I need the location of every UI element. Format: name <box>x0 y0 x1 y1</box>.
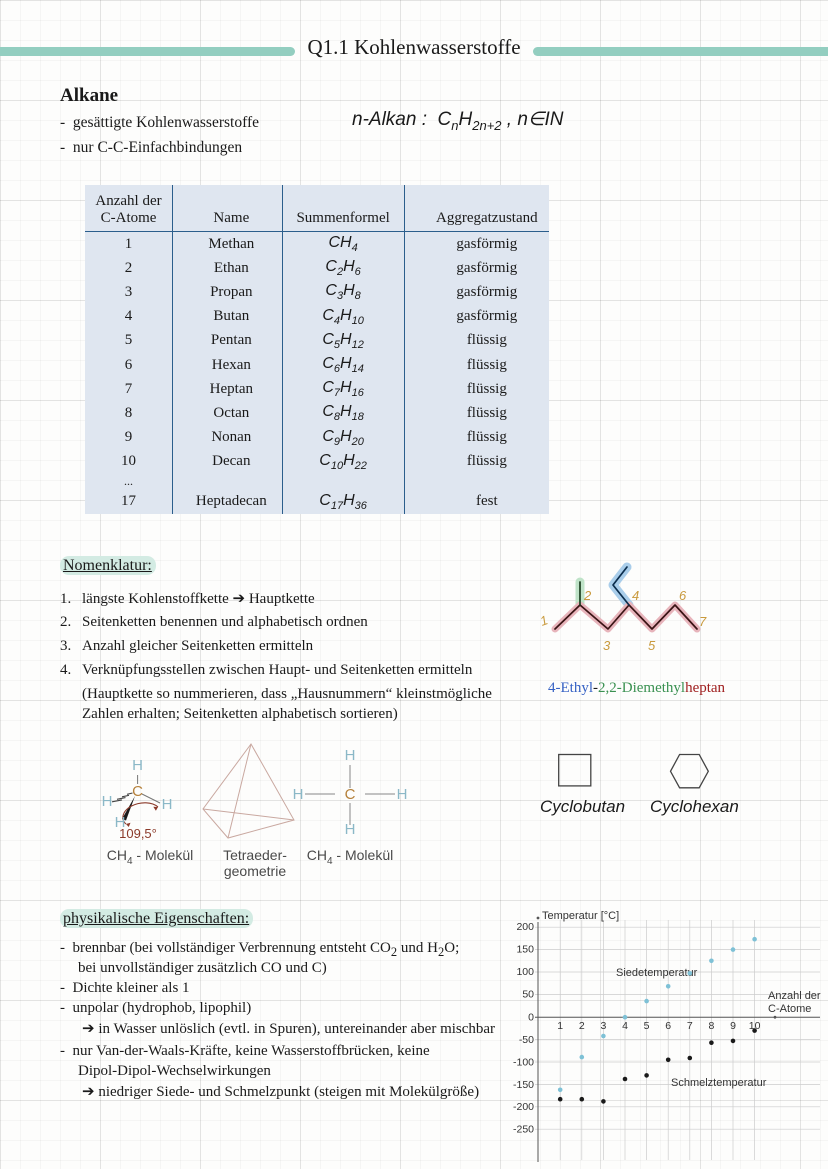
svg-text:1: 1 <box>557 1020 563 1032</box>
svg-text:H: H <box>397 786 408 803</box>
svg-text:7: 7 <box>687 1020 693 1032</box>
svg-text:-50: -50 <box>519 1034 534 1046</box>
svg-text:9: 9 <box>730 1020 736 1032</box>
svg-text:H: H <box>102 793 113 810</box>
svg-text:-150: -150 <box>513 1079 534 1091</box>
svg-text:H: H <box>132 757 143 774</box>
svg-text:H: H <box>345 821 356 838</box>
svg-text:5: 5 <box>648 638 656 653</box>
svg-text:8: 8 <box>708 1020 714 1032</box>
svg-text:Temperatur [°C]: Temperatur [°C] <box>542 910 619 922</box>
svg-text:100: 100 <box>516 966 534 978</box>
svg-text:C-Atome: C-Atome <box>768 1003 811 1015</box>
svg-text:2: 2 <box>579 1020 585 1032</box>
svg-text:4: 4 <box>632 588 639 603</box>
svg-text:Schmelztemperatur: Schmelztemperatur <box>671 1077 767 1089</box>
svg-text:5: 5 <box>644 1020 650 1032</box>
svg-text:3: 3 <box>603 638 611 653</box>
svg-text:H: H <box>345 747 356 764</box>
svg-text:6: 6 <box>679 588 687 603</box>
svg-text:-100: -100 <box>513 1057 534 1069</box>
svg-text:0: 0 <box>528 1012 534 1024</box>
svg-text:H: H <box>162 796 173 813</box>
svg-text:7: 7 <box>699 614 707 629</box>
svg-text:Siedetemperatur: Siedetemperatur <box>616 967 698 979</box>
svg-text:1: 1 <box>540 612 550 629</box>
svg-text:Anzahl der: Anzahl der <box>768 990 821 1002</box>
svg-text:C: C <box>132 783 143 800</box>
svg-text:2: 2 <box>583 588 592 603</box>
svg-text:150: 150 <box>516 944 534 956</box>
svg-text:-250: -250 <box>513 1124 534 1136</box>
svg-text:50: 50 <box>522 989 534 1001</box>
svg-text:3: 3 <box>600 1020 606 1032</box>
svg-text:109,5°: 109,5° <box>119 826 157 841</box>
svg-text:6: 6 <box>665 1020 671 1032</box>
svg-text:200: 200 <box>516 921 534 933</box>
svg-text:H: H <box>293 786 304 803</box>
svg-text:C: C <box>345 786 356 803</box>
svg-text:4: 4 <box>622 1020 628 1032</box>
svg-text:-200: -200 <box>513 1101 534 1113</box>
